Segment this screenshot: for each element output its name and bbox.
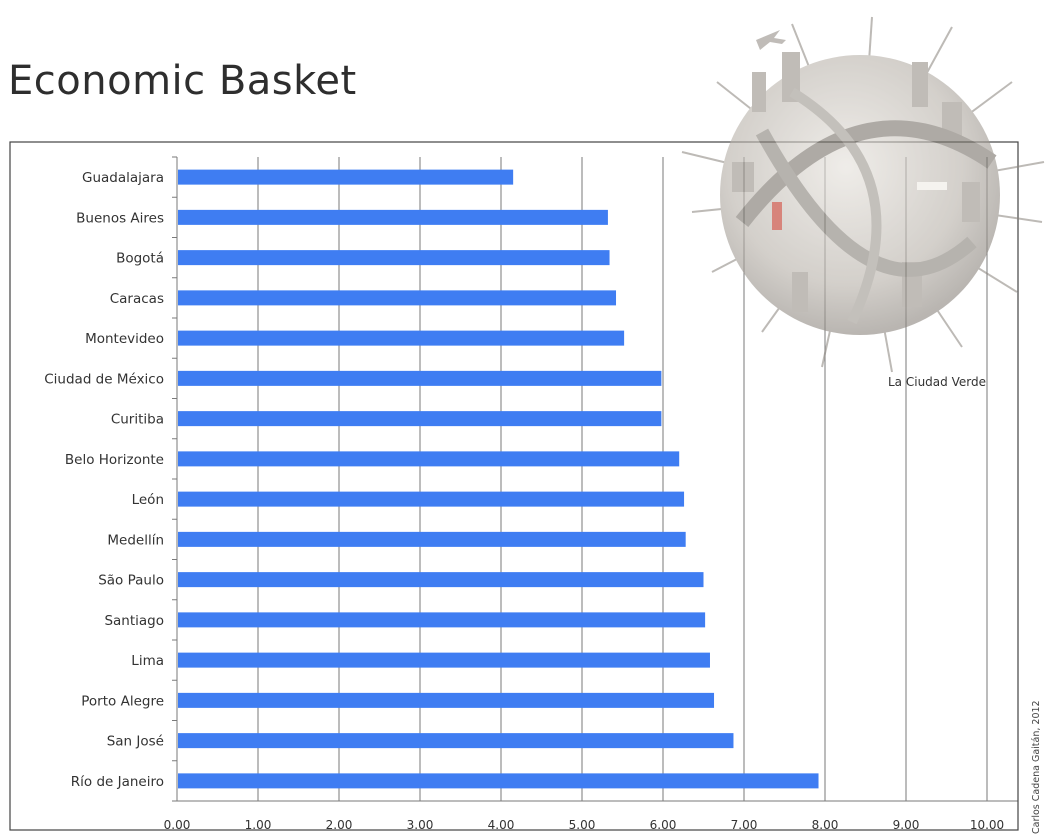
x-tick-label: 5.00 [569, 818, 596, 832]
category-label: Río de Janeiro [71, 774, 164, 790]
x-tick-label: 1.00 [245, 818, 272, 832]
category-label: Ciudad de México [44, 371, 164, 387]
bar [178, 209, 608, 225]
x-tick-label: 6.00 [650, 818, 677, 832]
brand-tagline: La Ciudad Verde [888, 375, 986, 389]
bar [178, 250, 610, 266]
category-label: Santiago [104, 613, 164, 629]
category-label: San José [107, 734, 164, 750]
author-credit: Carlos Cadena Gaitán, 2012 [1031, 700, 1042, 834]
bar [178, 612, 706, 628]
bar [178, 692, 715, 708]
bar [178, 531, 686, 547]
category-label: Curitiba [111, 412, 164, 428]
category-label: Lima [131, 653, 164, 669]
category-label: Belo Horizonte [65, 452, 164, 468]
category-label: Caracas [110, 291, 164, 307]
tick-labels: 0.00 1.00 2.00 3.00 4.00 5.00 6.00 7.00 8.00 9.00… [164, 818, 1005, 832]
x-tick-label: 9.00 [893, 818, 920, 832]
plot-frame [9, 141, 1019, 831]
category-label: Medellín [107, 532, 164, 548]
bar [178, 773, 819, 789]
bar [178, 572, 704, 588]
slide-title: Economic Basket [8, 58, 357, 104]
category-label: Buenos Aires [76, 210, 164, 226]
bar [178, 652, 710, 668]
bar [178, 169, 514, 185]
bar [178, 411, 662, 427]
bars [178, 169, 819, 789]
x-tick-label: 8.00 [812, 818, 839, 832]
city-globe-illustration [681, 16, 1045, 373]
bar [178, 733, 734, 749]
category-label: Montevideo [85, 331, 164, 347]
category-label: Guadalajara [82, 170, 164, 186]
axes [172, 156, 1018, 802]
bar [178, 330, 625, 346]
x-tick-label: 3.00 [407, 818, 434, 832]
bar [178, 370, 662, 386]
category-labels: Guadalajara Buenos Aires Bogotá Caracas Mont… [44, 170, 164, 790]
bar [178, 290, 617, 306]
x-tick-label: 10.00 [970, 818, 1004, 832]
category-label: Porto Alegre [81, 693, 164, 709]
bar [178, 491, 685, 507]
x-tick-label: 0.00 [164, 818, 191, 832]
category-label: Bogotá [116, 251, 164, 267]
x-tick-label: 2.00 [326, 818, 353, 832]
category-label: León [132, 492, 164, 508]
bar [178, 451, 680, 467]
x-tick-label: 7.00 [731, 818, 758, 832]
x-tick-label: 4.00 [488, 818, 515, 832]
category-label: São Paulo [98, 573, 164, 589]
